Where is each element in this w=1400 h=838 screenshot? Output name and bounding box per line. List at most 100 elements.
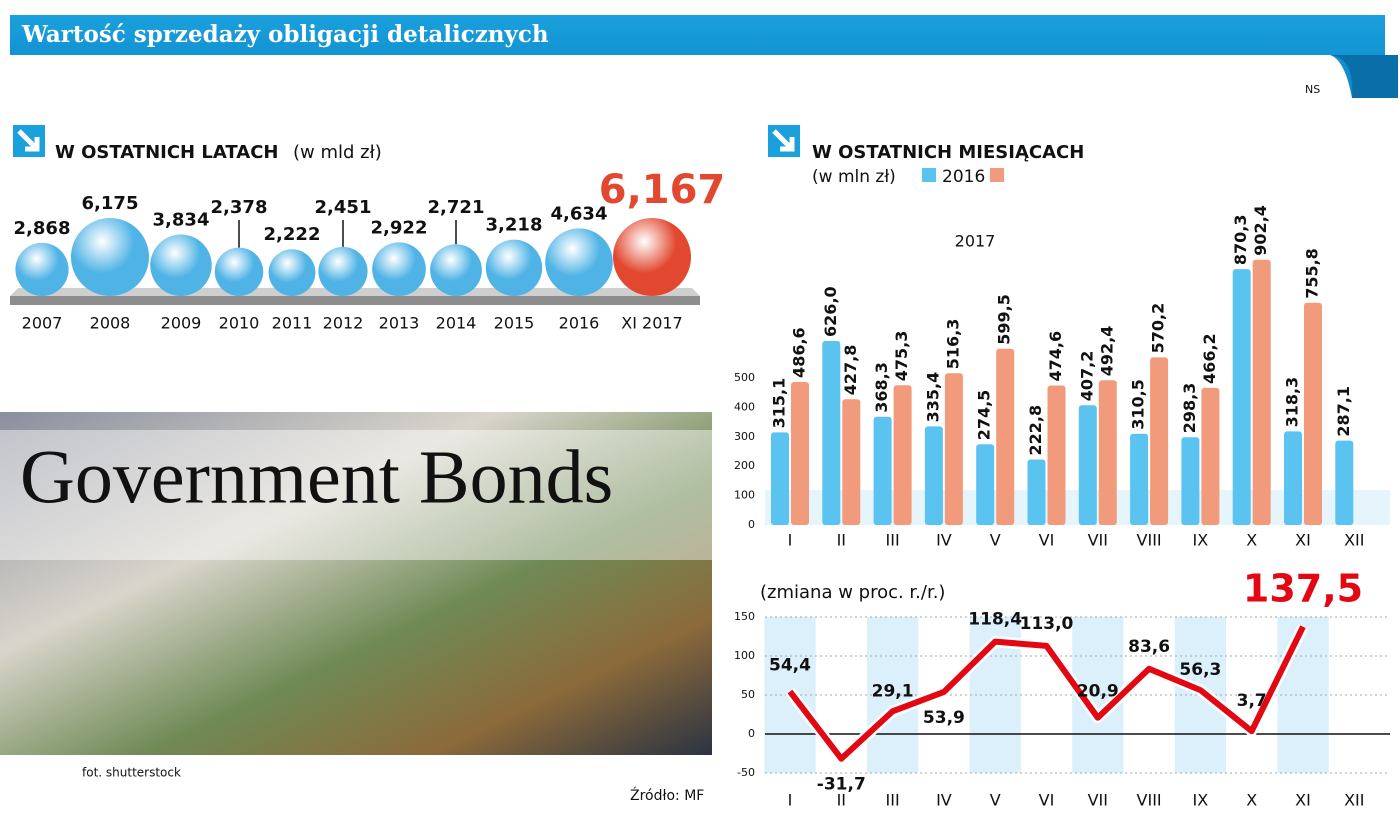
value-label: 486,6 xyxy=(790,327,809,378)
bar xyxy=(976,444,995,525)
x-tick-label: VII xyxy=(1088,791,1108,810)
value-label: 492,4 xyxy=(1097,326,1116,377)
bubble xyxy=(70,217,150,296)
legend-label: 2017 xyxy=(955,232,996,251)
y-tick-label: 50 xyxy=(741,688,755,701)
bubble xyxy=(545,228,613,296)
value-label: 29,1 xyxy=(872,681,914,701)
value-label: 2,222 xyxy=(264,224,321,245)
value-label: 315,1 xyxy=(770,378,789,429)
value-label: 6,175 xyxy=(82,193,139,214)
value-label: 54,4 xyxy=(769,656,811,676)
bubble xyxy=(485,239,543,296)
value-label: 2,721 xyxy=(428,197,485,218)
x-tick-label: VII xyxy=(1088,531,1108,550)
value-label: 599,5 xyxy=(995,294,1014,345)
chart-title: (zmiana w proc. r./r.) xyxy=(760,582,945,603)
legend-swatch xyxy=(922,168,936,182)
value-label: 56,3 xyxy=(1179,660,1221,680)
x-tick-label: VI xyxy=(1039,531,1055,550)
x-tick-label: V xyxy=(990,531,1001,550)
x-tick-label: V xyxy=(990,791,1001,810)
y-tick-label: 0 xyxy=(748,518,755,531)
bar xyxy=(1232,269,1251,525)
y-tick-label: -50 xyxy=(737,766,755,779)
y-tick-label: 100 xyxy=(734,489,755,502)
photo-credit: fot. shutterstock xyxy=(82,766,181,780)
x-tick-label: X xyxy=(1246,531,1257,550)
y-tick-label: 100 xyxy=(734,649,755,662)
x-tick-label: 2016 xyxy=(559,314,600,333)
photo xyxy=(0,412,712,755)
value-label: 118,4 xyxy=(968,610,1022,630)
bar xyxy=(1098,380,1117,525)
x-tick-label: 2010 xyxy=(219,314,260,333)
bubble xyxy=(613,218,691,296)
platform xyxy=(10,296,700,305)
value-label: 20,9 xyxy=(1077,682,1119,702)
photo-overlay xyxy=(0,430,712,560)
bar xyxy=(1201,387,1220,525)
bubble xyxy=(268,249,316,296)
bubble xyxy=(15,242,69,296)
bubble xyxy=(214,247,264,296)
header-title: Wartość sprzedaży obligacji detalicznych xyxy=(21,21,549,48)
x-tick-label: XII xyxy=(1344,531,1364,550)
source: Źródło: MF xyxy=(630,786,704,804)
bar xyxy=(944,373,963,525)
x-tick-label: I xyxy=(788,791,793,810)
value-label: 626,0 xyxy=(821,286,840,337)
banner-curl xyxy=(1330,55,1398,98)
value-label: 4,634 xyxy=(551,203,608,224)
value-label: 475,3 xyxy=(892,331,911,382)
value-label: 318,3 xyxy=(1283,377,1302,428)
header-banner xyxy=(10,15,1385,98)
bar xyxy=(924,426,943,525)
bar xyxy=(771,432,789,525)
photo-caption: Government Bonds xyxy=(20,435,613,519)
bubble xyxy=(372,242,426,296)
value-label: 310,5 xyxy=(1129,379,1148,430)
bar xyxy=(1252,259,1271,525)
arrow-icon xyxy=(768,125,800,157)
chart-subtitle: (w mld zł) xyxy=(293,142,382,163)
x-tick-label: 2007 xyxy=(22,314,63,333)
value-label: 474,6 xyxy=(1046,331,1065,382)
y-tick-label: 400 xyxy=(734,400,755,413)
x-tick-label: II xyxy=(837,531,846,550)
x-tick-label: VIII xyxy=(1137,791,1162,810)
value-label: 3,218 xyxy=(486,215,543,236)
bar xyxy=(791,381,809,525)
value-label: 902,4 xyxy=(1251,205,1270,256)
x-tick-label: IX xyxy=(1193,531,1209,550)
y-tick-label: 200 xyxy=(734,459,755,472)
line xyxy=(787,625,1306,762)
x-tick-label: III xyxy=(886,791,900,810)
value-label: 222,8 xyxy=(1026,405,1045,456)
x-tick-label: VIII xyxy=(1137,531,1162,550)
value-label: 755,8 xyxy=(1303,248,1322,299)
x-tick-label: I xyxy=(788,531,793,550)
bar xyxy=(1027,459,1046,525)
bar xyxy=(1047,385,1066,525)
value-label: 274,5 xyxy=(975,390,994,441)
value-label: 298,3 xyxy=(1180,383,1199,434)
badge: NS xyxy=(1305,83,1320,96)
value-label: 570,2 xyxy=(1149,303,1168,354)
x-tick-label: 2011 xyxy=(272,314,313,333)
value-label: 287,1 xyxy=(1334,386,1353,437)
value-label: 427,8 xyxy=(841,345,860,396)
bubble xyxy=(430,244,482,296)
y-tick-label: 150 xyxy=(734,610,755,623)
arrow-icon xyxy=(13,125,45,157)
value-label: 113,0 xyxy=(1020,614,1074,634)
x-tick-label: VI xyxy=(1039,791,1055,810)
x-tick-label: XI xyxy=(1295,531,1311,550)
chart-title: W OSTATNICH LATACH xyxy=(55,142,278,163)
y-tick-label: 300 xyxy=(734,430,755,443)
value-label: 3,834 xyxy=(153,210,210,231)
value-label: 53,9 xyxy=(923,708,965,728)
value-label: 407,2 xyxy=(1077,351,1096,402)
bar xyxy=(1130,433,1149,525)
